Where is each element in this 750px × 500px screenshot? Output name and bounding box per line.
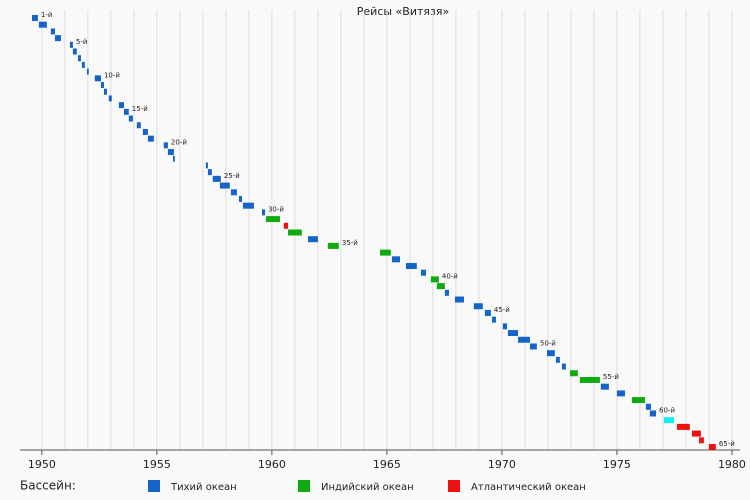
voyage-bar — [444, 289, 450, 296]
voyage-label: 45-й — [494, 306, 510, 314]
voyage-bar — [631, 397, 645, 404]
voyage-bar — [649, 410, 657, 417]
voyage-label: 1-й — [41, 11, 53, 19]
x-tick-label: 1980 — [718, 458, 746, 471]
legend-label: Индийский океан — [321, 482, 414, 493]
voyage-bar — [616, 390, 625, 397]
voyage-label: 15-й — [132, 105, 148, 113]
legend-label: Атлантический океан — [471, 482, 586, 493]
voyage-bar — [555, 356, 560, 363]
voyage-label: 60-й — [659, 406, 675, 414]
voyage-bar — [172, 155, 175, 162]
voyage-bar — [81, 61, 85, 68]
voyage-bar — [699, 437, 704, 444]
voyage-bar — [100, 82, 104, 89]
legend-swatch — [148, 480, 160, 492]
voyage-bar — [287, 229, 302, 236]
voyage-bar — [86, 68, 89, 75]
voyage-bar — [219, 182, 230, 189]
voyage-label: 65-й — [719, 440, 735, 448]
voyage-bar — [327, 242, 339, 249]
legend-label: Тихий океан — [170, 482, 237, 493]
voyage-bar — [265, 216, 280, 223]
voyage-bar — [380, 249, 391, 256]
voyage-bar — [163, 142, 168, 149]
voyage-bar — [529, 343, 537, 350]
voyage-bar — [561, 363, 566, 370]
voyage-label: 35-й — [342, 239, 358, 247]
voyage-bar — [77, 55, 81, 62]
voyage-bar — [645, 403, 651, 410]
voyage-bar — [600, 383, 609, 390]
legend-swatch — [298, 480, 310, 492]
voyage-bar — [72, 48, 77, 55]
voyage-label: 50-й — [540, 339, 556, 347]
voyage-bar — [502, 323, 507, 330]
voyage-bar — [123, 108, 129, 115]
voyage-bar — [31, 15, 38, 21]
voyage-label: 40-й — [442, 272, 458, 280]
voyage-bar — [230, 189, 237, 196]
voyage-label: 25-й — [224, 172, 240, 180]
x-tick-label: 1970 — [488, 458, 516, 471]
voyage-bar — [69, 41, 73, 48]
voyage-label: 30-й — [268, 205, 284, 213]
voyage-bar — [518, 336, 530, 343]
x-tick-label: 1955 — [143, 458, 171, 471]
voyage-bar — [38, 21, 47, 28]
voyage-bar — [454, 296, 464, 303]
voyage-bar — [167, 149, 174, 156]
x-tick-label: 1950 — [28, 458, 56, 471]
x-tick-label: 1975 — [603, 458, 631, 471]
voyage-bar — [212, 175, 221, 182]
voyage-bar — [663, 417, 674, 424]
voyage-bar — [507, 330, 519, 337]
voyage-bar — [579, 376, 600, 383]
voyage-label: 5-й — [76, 38, 88, 46]
voyage-bar — [492, 316, 496, 323]
voyage-bar — [50, 28, 55, 35]
x-tick-label: 1960 — [258, 458, 286, 471]
voyage-bar — [142, 128, 148, 135]
voyage-bar — [147, 135, 154, 142]
voyage-bar — [261, 209, 265, 216]
voyage-bar — [473, 303, 483, 310]
voyage-bar — [391, 256, 401, 263]
voyage-bar — [430, 276, 439, 283]
x-tick-label: 1965 — [373, 458, 401, 471]
chart-title: Рейсы «Витязя» — [357, 5, 449, 18]
voyage-bar — [108, 95, 112, 102]
voyage-bar — [547, 350, 555, 357]
voyage-bar — [283, 222, 288, 229]
voyage-label: 20-й — [171, 138, 187, 146]
voyage-bar — [103, 88, 107, 95]
voyage-bar — [136, 122, 141, 129]
voyage-label: 10-й — [104, 71, 120, 79]
voyage-bar — [691, 430, 701, 437]
voyage-bar — [118, 102, 124, 109]
voyage-bar — [708, 444, 716, 450]
voyage-bar — [405, 263, 417, 270]
voyage-bar — [436, 283, 445, 290]
legend-title: Бассейн: — [20, 479, 76, 493]
voyage-bar — [205, 162, 208, 169]
voyage-bar — [676, 423, 690, 430]
voyage-bar — [128, 115, 133, 122]
voyage-bar — [238, 195, 242, 202]
voyage-bar — [207, 169, 212, 176]
voyage-bar — [570, 370, 578, 377]
voyage-bar — [308, 236, 318, 243]
voyage-bar — [484, 309, 491, 316]
voyage-bar — [94, 75, 101, 82]
voyage-bar — [54, 35, 61, 42]
voyage-bar — [242, 202, 254, 209]
legend-swatch — [448, 480, 460, 492]
voyage-bar — [420, 269, 427, 276]
voyage-label: 55-й — [603, 373, 619, 381]
